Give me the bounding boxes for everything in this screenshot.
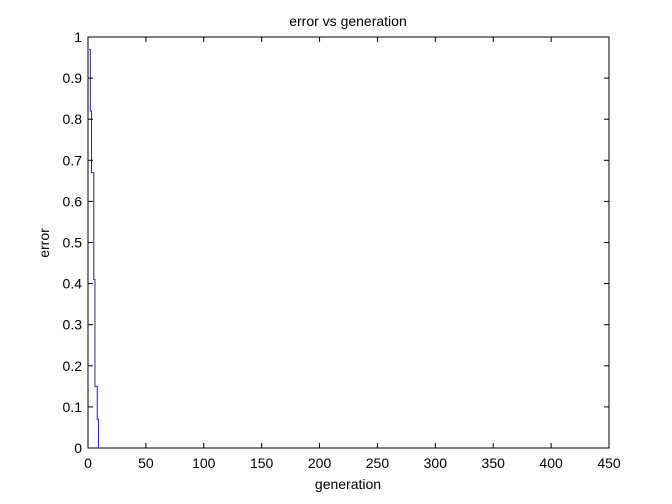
y-tick-label: 0.4: [63, 276, 83, 292]
y-tick-label: 0.3: [63, 317, 83, 333]
series-line-error: [89, 48, 99, 448]
x-ticks: 0 50 100 150 200 250 300 350 400 450: [84, 37, 621, 471]
x-tick-label: 50: [138, 455, 154, 471]
x-tick-label: 350: [482, 455, 506, 471]
x-tick-label: 400: [539, 455, 563, 471]
y-tick-label: 0.1: [63, 399, 83, 415]
chart-title: error vs generation: [289, 13, 407, 29]
y-tick-label: 0.7: [63, 152, 83, 168]
x-tick-label: 300: [424, 455, 448, 471]
y-tick-label: 0.6: [63, 193, 83, 209]
y-tick-label: 1: [74, 29, 82, 45]
x-axis-label: generation: [315, 476, 381, 492]
x-tick-label: 450: [597, 455, 621, 471]
y-tick-label: 0: [74, 440, 82, 456]
y-tick-label: 0.8: [63, 111, 83, 127]
series-layer: [89, 48, 99, 448]
x-tick-label: 100: [192, 455, 216, 471]
y-tick-label: 0.2: [63, 358, 83, 374]
plot-area: [88, 37, 609, 448]
y-tick-label: 0.9: [63, 70, 83, 86]
y-axis-label: error: [36, 228, 52, 258]
y-tick-label: 0.5: [63, 235, 83, 251]
x-tick-label: 0: [84, 455, 92, 471]
x-tick-label: 150: [250, 455, 274, 471]
x-tick-label: 250: [366, 455, 390, 471]
x-tick-label: 200: [308, 455, 332, 471]
y-ticks: 0 0.1 0.2 0.3 0.4 0.5 0.6 0.7 0.8 0.9 1: [63, 29, 609, 456]
